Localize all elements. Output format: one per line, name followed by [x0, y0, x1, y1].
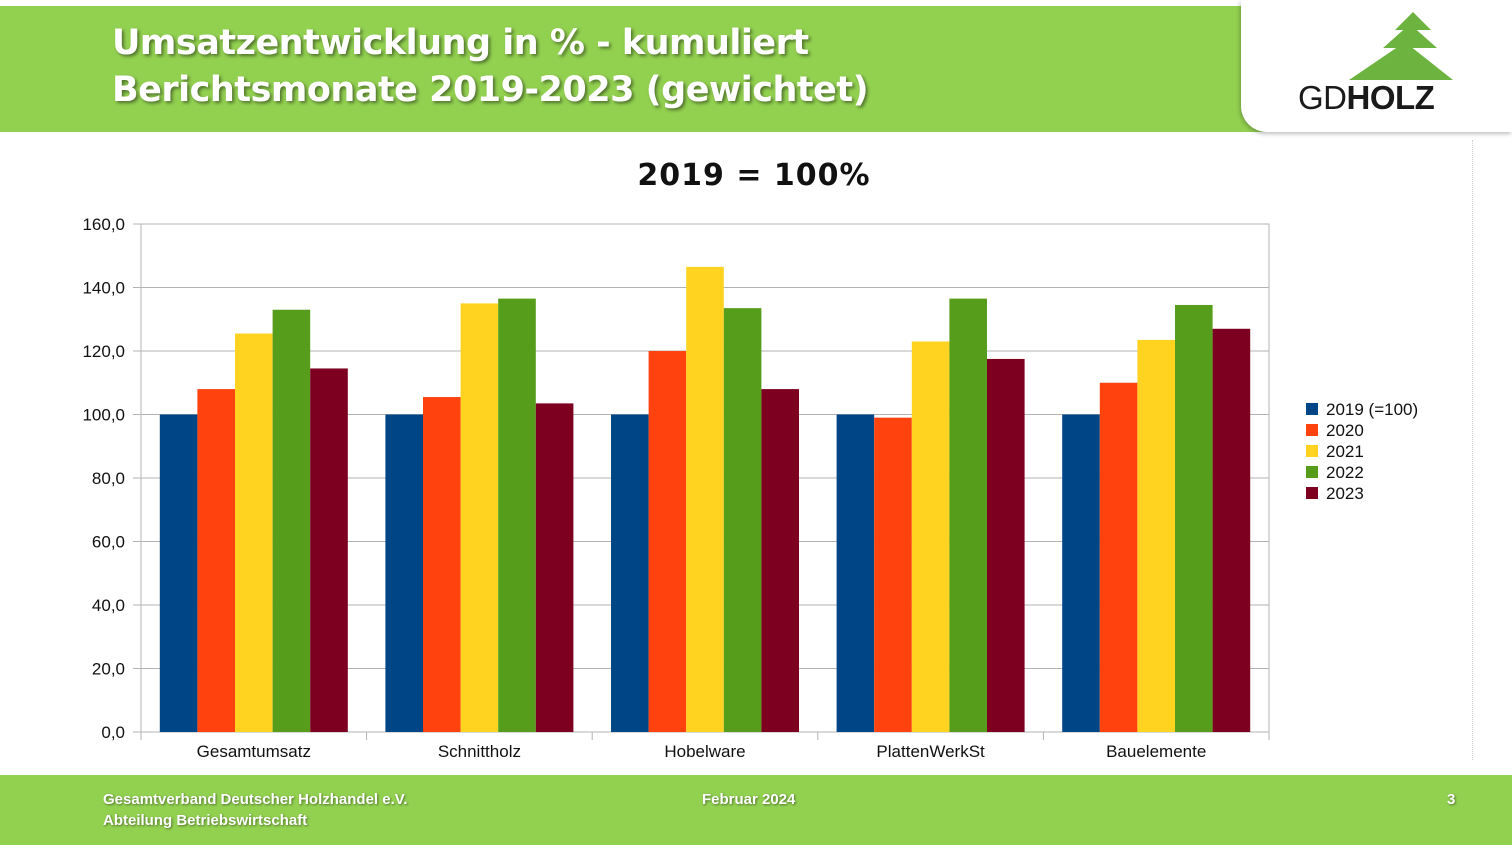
bar	[761, 389, 799, 732]
y-tick-label: 120,0	[82, 342, 125, 361]
bar	[1212, 328, 1251, 732]
bar	[723, 308, 762, 732]
legend-label: 2023	[1326, 484, 1364, 503]
legend-swatch	[1306, 445, 1318, 457]
bar	[235, 333, 273, 732]
legend-swatch	[1306, 487, 1318, 499]
slide-title-line-1: Umsatzentwicklung in % - kumuliert	[112, 23, 809, 63]
bar	[535, 403, 574, 732]
x-tick-label: PlattenWerkSt	[876, 742, 985, 761]
y-tick-label: 60,0	[92, 533, 125, 552]
legend-label: 2021	[1326, 442, 1364, 461]
x-tick-label: Bauelemente	[1106, 742, 1206, 761]
x-tick-label: Schnittholz	[438, 742, 521, 761]
chart-title: 2019 = 100%	[637, 158, 871, 193]
bar	[1137, 339, 1175, 732]
bar	[611, 414, 649, 732]
bar	[498, 298, 536, 732]
bar	[911, 341, 950, 732]
footer-org-line-1: Gesamtverband Deutscher Holzhandel e.V.	[103, 791, 408, 808]
bar	[460, 303, 499, 732]
right-divider	[1472, 140, 1475, 760]
footer-page-number: 3	[1447, 791, 1456, 808]
bar	[836, 414, 875, 732]
bar	[987, 358, 1025, 732]
bar	[197, 389, 235, 732]
y-tick-label: 0,0	[101, 723, 125, 742]
logo-text-light: GD	[1298, 79, 1347, 116]
x-tick-label: Gesamtumsatz	[197, 742, 311, 761]
y-tick-label: 20,0	[92, 660, 125, 679]
y-tick-label: 80,0	[92, 469, 125, 488]
bar	[159, 414, 198, 732]
bar	[272, 309, 311, 732]
y-tick-label: 100,0	[82, 406, 125, 425]
bar	[423, 397, 461, 732]
logo-text-bold: HOLZ	[1346, 79, 1435, 116]
bar	[949, 298, 987, 732]
bar	[874, 417, 912, 732]
bar	[1062, 414, 1100, 732]
x-tick-label: Hobelware	[664, 742, 745, 761]
bar	[310, 368, 348, 732]
y-tick-label: 160,0	[82, 215, 125, 234]
footer-bar	[0, 775, 1512, 845]
legend-label: 2022	[1326, 463, 1364, 482]
y-tick-label: 140,0	[82, 279, 125, 298]
bar	[686, 266, 724, 732]
bar	[1175, 304, 1213, 732]
bar	[648, 351, 687, 732]
logo-wordmark: GDHOLZ	[1298, 79, 1435, 117]
bar	[385, 414, 423, 732]
slide-title-line-2: Berichtsmonate 2019-2023 (gewichtet)	[112, 70, 869, 110]
tree-icon	[1349, 12, 1453, 80]
legend-swatch	[1306, 403, 1318, 415]
footer-org-line-2: Abteilung Betriebswirtschaft	[103, 812, 308, 829]
y-tick-label: 40,0	[92, 596, 125, 615]
logo-panel	[1241, 0, 1512, 132]
legend-label: 2019 (=100)	[1326, 400, 1418, 419]
bar	[1099, 382, 1138, 732]
legend-swatch	[1306, 466, 1318, 478]
legend-label: 2020	[1326, 421, 1364, 440]
footer-date: Februar 2024	[702, 791, 796, 808]
legend-swatch	[1306, 424, 1318, 436]
